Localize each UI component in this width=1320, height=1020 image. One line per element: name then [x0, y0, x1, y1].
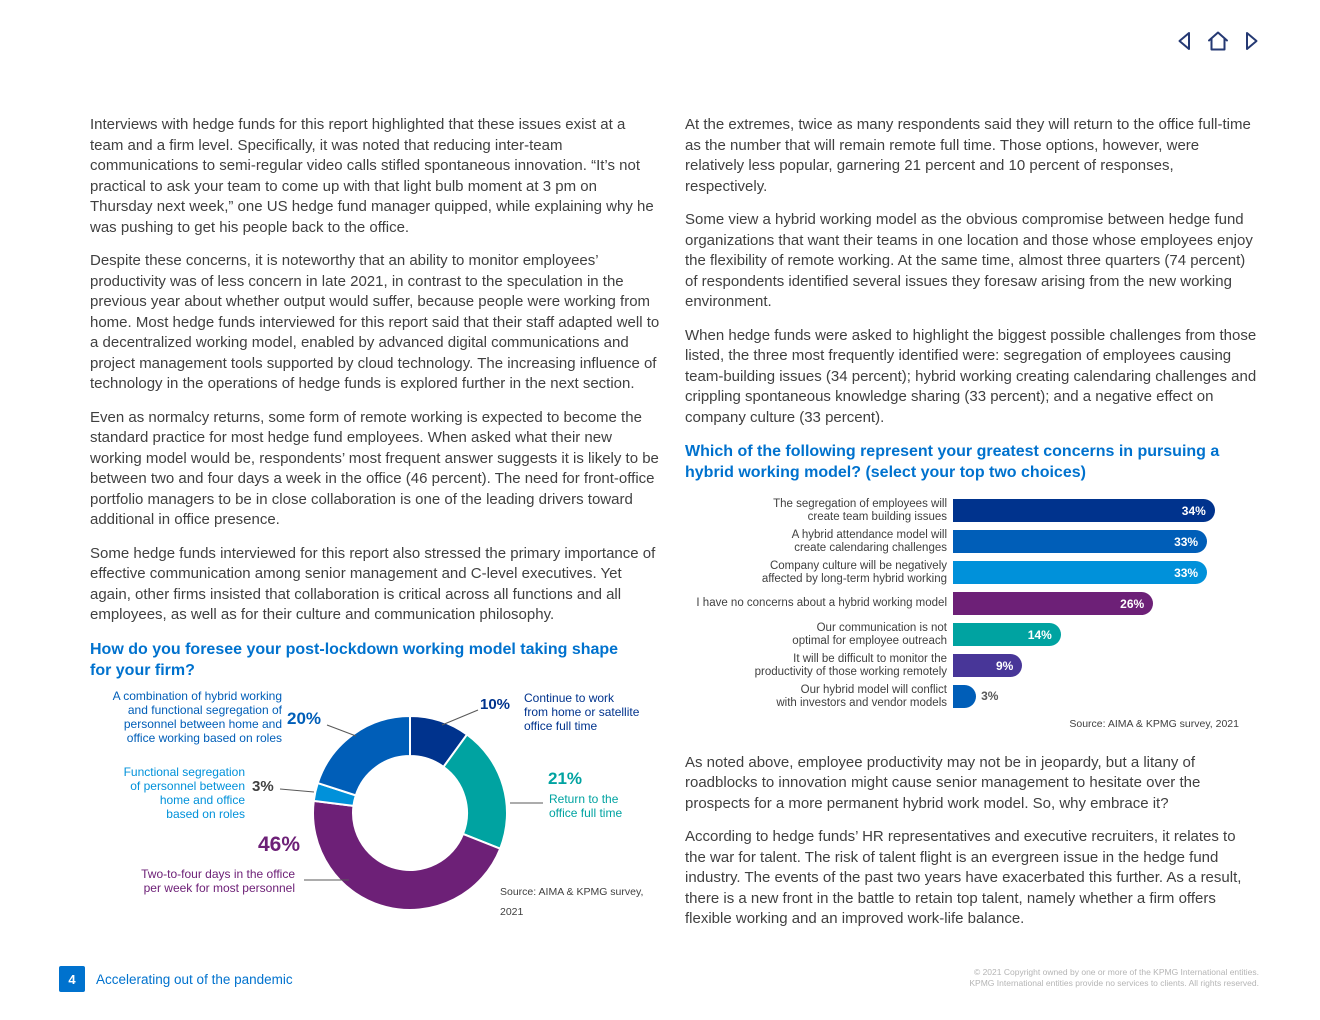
left-column: Interviews with hedge funds for this rep…: [90, 115, 662, 927]
page-navigation: [1172, 28, 1264, 54]
donut-chart: 20% A combination of hybrid working and …: [90, 689, 662, 927]
bar-track: 33%: [953, 561, 1208, 584]
donut-value-work-from-home: 10%: [480, 695, 511, 713]
callout-leader-line: [441, 708, 479, 726]
donut-chart-source: Source: AIMA & KPMG survey, 2021: [500, 885, 644, 919]
bar-category-label: The segregation of employees will create…: [773, 497, 947, 523]
donut-value-two-to-four-days: 46%: [257, 832, 300, 856]
bar-value-label: 33%: [1174, 565, 1199, 580]
copyright-line: © 2021 Copyright owned by one or more of…: [973, 967, 1259, 977]
paragraph: Even as normalcy returns, some form of r…: [90, 408, 659, 529]
paragraph: Despite these concerns, it is noteworthy…: [90, 252, 660, 392]
bar: [953, 685, 977, 708]
bar-category-label: Our communication is not optimal for emp…: [792, 621, 947, 647]
copyright-notice: © 2021 Copyright owned by one or more of…: [969, 967, 1259, 988]
paragraph: At the extremes, twice as many responden…: [685, 116, 1251, 195]
donut-label-functional-segregation: Functional segregation of personnel betw…: [123, 764, 245, 821]
bar-category-label: It will be difficult to monitor the prod…: [754, 652, 947, 678]
bar: 34%: [953, 499, 1215, 522]
bar: 26%: [953, 592, 1154, 615]
donut-value-hybrid-combination: 20%: [287, 708, 322, 728]
bar-row: Company culture will be negatively affec…: [685, 559, 1257, 586]
callout-leader-line: [279, 787, 315, 793]
bar-value-label: 26%: [1120, 596, 1145, 611]
bar-row: A hybrid attendance model will create ca…: [685, 528, 1257, 555]
donut-value-return-office: 21%: [548, 768, 583, 788]
paragraph: As noted above, employee productivity ma…: [685, 753, 1201, 812]
donut-label-two-to-four-days: Two-to-four days in the office per week …: [141, 866, 295, 895]
bar-value-label: 3%: [981, 689, 999, 704]
donut-value-functional-segregation: 3%: [252, 777, 274, 795]
bar-category-label: I have no concerns about a hybrid workin…: [696, 597, 947, 609]
bar-value-label: 33%: [1174, 534, 1199, 549]
paragraph: Interviews with hedge funds for this rep…: [90, 116, 654, 236]
bar-value-label: 34%: [1181, 503, 1206, 518]
bar-chart: The segregation of employees will create…: [685, 497, 1257, 735]
bar-chart-source: Source: AIMA & KPMG survey, 2021: [1069, 718, 1239, 730]
bar-chart-rows: The segregation of employees will create…: [685, 497, 1257, 710]
bar-row: I have no concerns about a hybrid workin…: [685, 590, 1257, 617]
bar-track: 14%: [953, 623, 1061, 646]
bar-row: Our communication is not optimal for emp…: [685, 621, 1257, 648]
bar: 33%: [953, 530, 1208, 553]
copyright-line: KPMG International entities provide no s…: [969, 977, 1259, 988]
previous-page-icon[interactable]: [1172, 28, 1198, 54]
bar-value-label: 9%: [995, 658, 1014, 673]
paragraph: According to hedge funds’ HR representat…: [685, 828, 1242, 927]
bar-category-label: Company culture will be negatively affec…: [761, 559, 947, 585]
bar-track: 26%: [953, 592, 1154, 615]
donut-label-work-from-home: Continue to work from home or satellite …: [524, 690, 640, 733]
bar-category-label: A hybrid attendance model will create ca…: [791, 528, 947, 554]
callout-leader-line: [326, 723, 357, 737]
report-title: Accelerating out of the pandemic: [96, 972, 293, 987]
bar-track: 9%: [953, 654, 1023, 677]
bar-track: 3%: [953, 685, 998, 708]
page-number: 4: [59, 966, 85, 992]
bar-track: 33%: [953, 530, 1208, 553]
donut-svg: [279, 708, 543, 911]
bar: 9%: [953, 654, 1023, 677]
donut-label-return-office: Return to the office full time: [549, 791, 623, 820]
bar-row: The segregation of employees will create…: [685, 497, 1257, 524]
donut-segment: [316, 714, 411, 797]
right-column: At the extremes, twice as many responden…: [685, 115, 1257, 943]
next-page-icon[interactable]: [1238, 28, 1264, 54]
bar-chart-question-heading: Which of the following represent your gr…: [685, 443, 1220, 481]
bar-category-label: Our hybrid model will conflict with inve…: [776, 683, 947, 709]
donut-segment: [312, 799, 502, 911]
bar-track: 34%: [953, 499, 1215, 522]
bar-row: It will be difficult to monitor the prod…: [685, 652, 1257, 679]
donut-label-hybrid-combination: A combination of hybrid working and func…: [112, 688, 282, 745]
home-icon[interactable]: [1205, 28, 1231, 54]
paragraph: Some hedge funds interviewed for this re…: [90, 544, 656, 624]
bar-row: Our hybrid model will conflict with inve…: [685, 683, 1257, 710]
paragraph: When hedge funds were asked to highlight…: [685, 326, 1257, 426]
bar: 33%: [953, 561, 1208, 584]
donut-chart-question-heading: How do you foresee your post-lockdown wo…: [90, 640, 619, 679]
bar: 14%: [953, 623, 1061, 646]
bar-value-label: 14%: [1027, 627, 1052, 642]
paragraph: Some view a hybrid working model as the …: [685, 211, 1253, 310]
